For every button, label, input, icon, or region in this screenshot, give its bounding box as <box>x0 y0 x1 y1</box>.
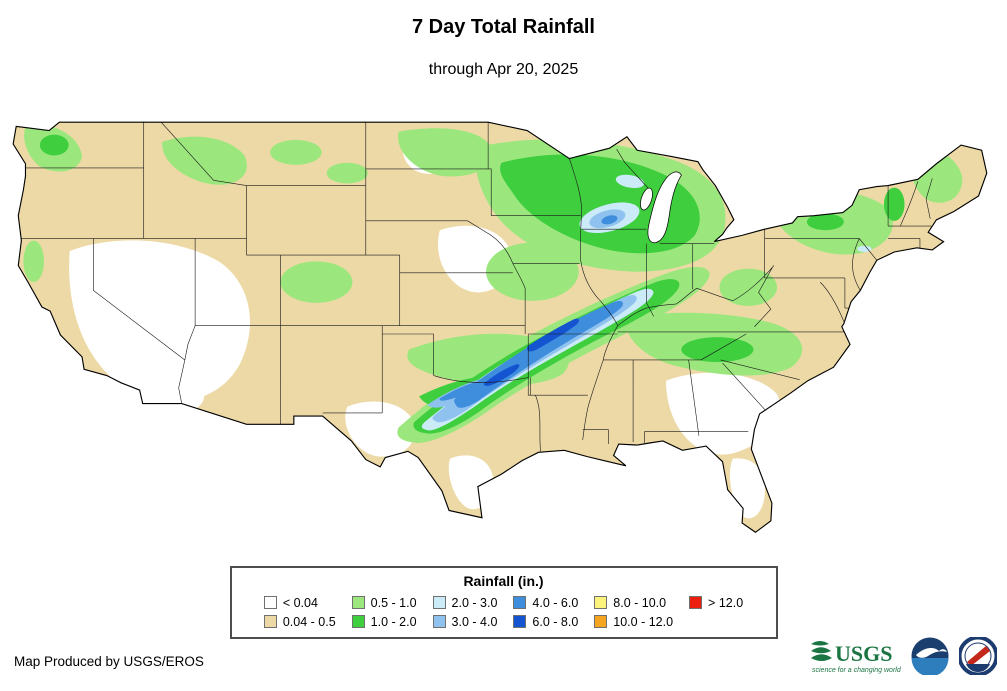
legend-item: 0.04 - 0.5 <box>263 613 336 630</box>
usgs-logo-icon: USGS science for a changing world <box>811 641 901 674</box>
credit-text: Map Produced by USGS/EROS <box>14 654 204 669</box>
map-svg <box>12 121 988 533</box>
legend-swatch <box>432 615 446 628</box>
nws-logo-icon <box>959 637 997 675</box>
legend-item: 0.5 - 1.0 <box>351 594 417 611</box>
page-title: 7 Day Total Rainfall <box>411 16 595 38</box>
lake-michigan <box>640 171 682 244</box>
legend-label: > 12.0 <box>708 595 744 610</box>
legend-item: 2.0 - 3.0 <box>432 594 498 611</box>
legend-item: < 0.04 <box>263 594 336 611</box>
svg-text:USGS: USGS <box>835 641 892 666</box>
legend-swatch <box>432 596 446 609</box>
us-outline <box>12 121 988 533</box>
legend-item: 8.0 - 10.0 <box>594 594 673 611</box>
legend-title: Rainfall (in.) <box>463 573 544 589</box>
legend-item: 6.0 - 8.0 <box>513 613 578 630</box>
noaa-logo-icon <box>911 637 949 675</box>
legend-box: Rainfall (in.) < 0.04 0.04 - 0.5 0.5 - 1.0… <box>229 566 778 639</box>
rainfall-raster <box>13 122 987 533</box>
state-borders <box>18 122 933 452</box>
legend-swatch <box>689 596 703 609</box>
legend-label: 10.0 - 12.0 <box>613 614 674 629</box>
legend-label: 1.0 - 2.0 <box>370 614 417 629</box>
legend-label: 0.04 - 0.5 <box>282 614 336 629</box>
legend-item: 3.0 - 4.0 <box>432 613 498 630</box>
legend-swatch <box>513 596 527 609</box>
legend-label: 4.0 - 6.0 <box>532 595 579 610</box>
legend-swatch <box>594 615 608 628</box>
legend-label: 0.5 - 1.0 <box>370 595 417 610</box>
page-subtitle: through Apr 20, 2025 <box>428 61 579 78</box>
rain-darkblue-layer <box>483 318 580 386</box>
legend-item: 1.0 - 2.0 <box>351 613 417 630</box>
legend-label: 3.0 - 4.0 <box>451 614 498 629</box>
legend-item: 10.0 - 12.0 <box>594 613 673 630</box>
legend-swatch <box>263 615 277 628</box>
legend-label: 6.0 - 8.0 <box>532 614 579 629</box>
legend-grid: < 0.04 0.04 - 0.5 0.5 - 1.0 1.0 - 2.0 2.0 - … <box>242 594 766 630</box>
legend-label: < 0.04 <box>282 595 318 610</box>
legend-label: 2.0 - 3.0 <box>451 595 498 610</box>
agency-logos: USGS science for a changing world <box>809 636 997 676</box>
us-rainfall-map <box>8 116 995 552</box>
legend-label: 8.0 - 10.0 <box>613 595 667 610</box>
legend-swatch <box>351 615 365 628</box>
legend-swatch <box>351 596 365 609</box>
legend-item: > 12.0 <box>689 594 743 611</box>
legend-item: 4.0 - 6.0 <box>513 594 578 611</box>
svg-text:science for a changing world: science for a changing world <box>812 667 901 674</box>
green-bay-lake <box>640 187 653 211</box>
legend-swatch <box>594 596 608 609</box>
legend-swatch <box>513 615 527 628</box>
legend-swatch <box>263 596 277 609</box>
